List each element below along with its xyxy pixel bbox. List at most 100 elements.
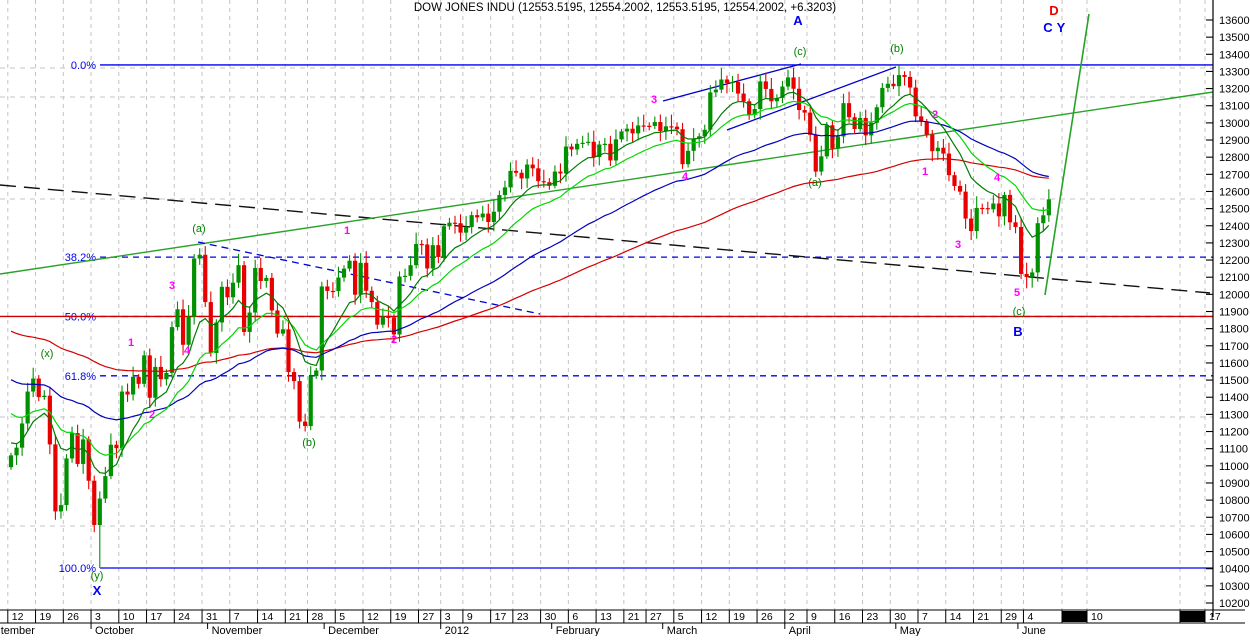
- x-axis: 12 19 26 3 10 17 24 31 7 14 21 28 5 12 19 27 3 9 17 23 30 6 13…: [0, 609, 1245, 637]
- svg-text:13400: 13400: [1219, 49, 1250, 61]
- svg-text:13000: 13000: [1219, 118, 1250, 130]
- svg-text:A: A: [793, 13, 803, 28]
- svg-text:12800: 12800: [1219, 152, 1250, 164]
- svg-text:21: 21: [978, 611, 990, 623]
- svg-text:2: 2: [391, 334, 397, 346]
- svg-text:(b): (b): [890, 43, 903, 55]
- svg-text:61.8%: 61.8%: [65, 371, 96, 383]
- svg-text:11700: 11700: [1219, 341, 1249, 353]
- svg-text:13: 13: [600, 611, 612, 623]
- svg-text:7: 7: [234, 611, 240, 623]
- svg-text:X: X: [93, 583, 102, 598]
- svg-text:4: 4: [682, 171, 689, 183]
- svg-text:D: D: [1049, 3, 1058, 18]
- svg-text:10300: 10300: [1219, 581, 1250, 593]
- svg-text:(x): (x): [41, 348, 54, 360]
- moving-averages: [10, 91, 1050, 475]
- chart-title: DOW JONES INDU (12553.5195, 12554.2002, …: [413, 2, 837, 14]
- svg-text:11100: 11100: [1219, 444, 1248, 456]
- svg-text:10900: 10900: [1219, 478, 1250, 490]
- svg-text:13200: 13200: [1219, 84, 1250, 96]
- svg-text:10200: 10200: [1219, 598, 1250, 610]
- svg-text:B: B: [1013, 324, 1022, 339]
- svg-text:100.0%: 100.0%: [59, 563, 97, 575]
- svg-text:5: 5: [678, 611, 684, 623]
- svg-text:(c): (c): [1013, 306, 1026, 318]
- svg-text:6: 6: [572, 611, 578, 623]
- svg-text:5: 5: [339, 611, 345, 623]
- svg-text:29: 29: [1005, 611, 1017, 623]
- svg-text:3: 3: [95, 611, 101, 623]
- svg-text:12700: 12700: [1219, 169, 1250, 181]
- svg-text:26: 26: [67, 611, 79, 623]
- svg-text:12900: 12900: [1219, 135, 1250, 147]
- svg-text:12: 12: [367, 611, 379, 623]
- svg-text:16: 16: [839, 611, 851, 623]
- svg-text:30: 30: [545, 611, 557, 623]
- svg-text:9: 9: [467, 611, 473, 623]
- svg-text:June: June: [1022, 625, 1046, 636]
- svg-text:19: 19: [733, 611, 745, 623]
- svg-text:10: 10: [1091, 611, 1103, 623]
- svg-text:17: 17: [495, 611, 507, 623]
- svg-text:11400: 11400: [1219, 392, 1249, 404]
- svg-text:3: 3: [169, 280, 175, 292]
- svg-text:14: 14: [950, 611, 962, 623]
- svg-text:17: 17: [151, 611, 163, 623]
- svg-text:50.0%: 50.0%: [65, 311, 96, 323]
- svg-text:28: 28: [312, 611, 324, 623]
- svg-text:11500: 11500: [1219, 375, 1249, 387]
- svg-text:10700: 10700: [1219, 512, 1250, 524]
- svg-text:December: December: [328, 625, 379, 636]
- svg-text:1: 1: [128, 337, 134, 349]
- svg-text:10: 10: [123, 611, 135, 623]
- svg-text:3: 3: [445, 611, 451, 623]
- svg-text:12600: 12600: [1219, 186, 1250, 198]
- svg-text:17: 17: [1209, 611, 1221, 623]
- svg-text:5: 5: [1014, 287, 1020, 299]
- svg-text:11900: 11900: [1219, 307, 1249, 319]
- candles: [8, 64, 1051, 569]
- svg-text:0.0%: 0.0%: [71, 60, 96, 72]
- svg-text:12100: 12100: [1219, 272, 1250, 284]
- svg-text:(a): (a): [192, 223, 205, 235]
- svg-text:23: 23: [867, 611, 879, 623]
- svg-text:21: 21: [628, 611, 640, 623]
- svg-text:27: 27: [650, 611, 662, 623]
- svg-text:24: 24: [178, 611, 190, 623]
- svg-text:9: 9: [811, 611, 817, 623]
- svg-text:11300: 11300: [1219, 409, 1249, 421]
- svg-text:4: 4: [184, 345, 191, 357]
- svg-text:Y: Y: [1057, 20, 1066, 35]
- svg-text:February: February: [556, 625, 601, 636]
- svg-text:2: 2: [932, 109, 938, 121]
- svg-text:10800: 10800: [1219, 495, 1250, 507]
- y-axis: 13600 13500 13400 13300 13200 13100 13000 12900…: [1206, 0, 1250, 617]
- svg-text:1: 1: [922, 166, 928, 178]
- svg-text:27: 27: [423, 611, 435, 623]
- svg-text:March: March: [667, 625, 698, 636]
- svg-text:11200: 11200: [1219, 427, 1249, 439]
- svg-text:13500: 13500: [1219, 32, 1250, 44]
- svg-text:October: October: [95, 625, 134, 636]
- svg-text:14: 14: [262, 611, 274, 623]
- svg-text:11800: 11800: [1219, 324, 1249, 336]
- svg-text:12300: 12300: [1219, 238, 1250, 250]
- svg-text:23: 23: [517, 611, 529, 623]
- svg-text:26: 26: [761, 611, 773, 623]
- svg-text:10600: 10600: [1219, 529, 1250, 541]
- svg-text:12: 12: [12, 611, 24, 623]
- svg-text:(c): (c): [794, 46, 807, 58]
- svg-text:21: 21: [289, 611, 301, 623]
- svg-text:12500: 12500: [1219, 204, 1250, 216]
- svg-text:2: 2: [789, 611, 795, 623]
- svg-text:1: 1: [344, 225, 350, 237]
- svg-text:10400: 10400: [1219, 564, 1250, 576]
- svg-text:13300: 13300: [1219, 66, 1250, 78]
- svg-text:12200: 12200: [1219, 255, 1250, 267]
- svg-text:12000: 12000: [1219, 289, 1250, 301]
- svg-text:11000: 11000: [1219, 461, 1249, 473]
- svg-text:30: 30: [894, 611, 906, 623]
